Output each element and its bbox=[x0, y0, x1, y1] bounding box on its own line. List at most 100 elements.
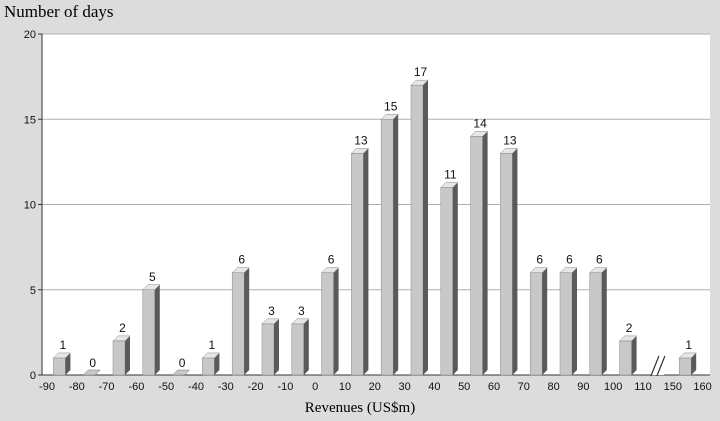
x-tick-label: -60 bbox=[128, 381, 144, 393]
bar bbox=[112, 340, 126, 376]
x-tick-label: -40 bbox=[188, 381, 204, 393]
data-label: 3 bbox=[268, 304, 275, 318]
x-tick-label: -70 bbox=[99, 381, 115, 393]
bar-top bbox=[678, 352, 697, 359]
bar-side bbox=[601, 267, 607, 375]
bar-side bbox=[691, 352, 697, 375]
x-tick-label: 30 bbox=[398, 381, 410, 393]
bar bbox=[559, 272, 573, 376]
bar bbox=[678, 357, 692, 376]
bar-top bbox=[380, 114, 399, 120]
data-label: 6 bbox=[238, 253, 245, 267]
bar bbox=[82, 369, 101, 376]
bar bbox=[500, 153, 513, 376]
x-tick-label: 0 bbox=[312, 381, 318, 393]
data-label: 1 bbox=[60, 338, 67, 352]
x-tick-label: 20 bbox=[369, 381, 381, 393]
bar-side bbox=[393, 114, 399, 375]
bar-top bbox=[231, 267, 250, 273]
axis-break-mark bbox=[656, 355, 666, 377]
axis-break-gap bbox=[651, 355, 664, 375]
bar-top bbox=[559, 267, 578, 273]
bar-top bbox=[440, 182, 459, 188]
bar-side bbox=[214, 352, 220, 375]
x-tick-label: -30 bbox=[218, 381, 234, 393]
bar bbox=[261, 323, 275, 376]
bar-top bbox=[589, 267, 608, 273]
bar-side bbox=[125, 335, 130, 375]
x-tick-label: 40 bbox=[428, 381, 440, 393]
bar-side bbox=[423, 80, 428, 376]
x-tick-label: -90 bbox=[39, 381, 55, 393]
bar bbox=[142, 289, 156, 376]
data-label: 6 bbox=[536, 253, 543, 267]
data-label: 1 bbox=[209, 338, 216, 352]
bar-top bbox=[499, 148, 519, 154]
data-label: 3 bbox=[298, 304, 305, 318]
x-tick-label: -10 bbox=[277, 381, 293, 393]
y-tick-label: 20 bbox=[24, 29, 36, 41]
bar-top bbox=[320, 267, 340, 273]
bar-side bbox=[572, 267, 577, 375]
bar bbox=[529, 272, 543, 376]
bar-side bbox=[452, 182, 458, 375]
bar-top bbox=[350, 148, 370, 154]
bar bbox=[351, 153, 364, 376]
x-tick-label: 10 bbox=[339, 381, 351, 393]
bar bbox=[470, 136, 483, 376]
x-tick-label: 100 bbox=[604, 381, 622, 393]
bar-top bbox=[291, 318, 310, 325]
bar bbox=[202, 357, 215, 376]
data-label: 0 bbox=[89, 356, 96, 370]
x-axis-title: Revenues (US$m) bbox=[304, 400, 416, 416]
bar bbox=[619, 340, 632, 376]
data-label: 2 bbox=[626, 321, 633, 335]
data-label: 13 bbox=[503, 133, 517, 147]
x-tick-label: 160 bbox=[693, 381, 711, 393]
bar-side bbox=[542, 267, 548, 375]
bar-top bbox=[112, 335, 131, 342]
data-label: 6 bbox=[596, 253, 603, 267]
y-tick-label: 10 bbox=[24, 200, 36, 212]
bar bbox=[321, 272, 334, 376]
axis-break-mark bbox=[650, 355, 660, 377]
bar bbox=[589, 272, 603, 376]
x-tick-label: 60 bbox=[488, 381, 500, 393]
x-tick-label: 110 bbox=[634, 381, 652, 393]
bar-top bbox=[618, 335, 638, 342]
bar-side bbox=[154, 284, 160, 375]
bar bbox=[53, 357, 66, 376]
x-tick-label: 80 bbox=[547, 381, 559, 393]
x-tick-label: 150 bbox=[664, 381, 682, 393]
bar-top bbox=[142, 284, 161, 290]
x-tick-label: -80 bbox=[69, 381, 85, 393]
y-axis-title: Number of days bbox=[4, 2, 114, 21]
bar-top bbox=[261, 318, 280, 325]
y-tick-label: 0 bbox=[30, 370, 36, 382]
x-tick-label: 90 bbox=[577, 381, 589, 393]
x-tick-label: 50 bbox=[458, 381, 470, 393]
bar-side bbox=[482, 131, 488, 375]
x-tick-label: -20 bbox=[248, 381, 264, 393]
y-tick-label: 5 bbox=[30, 285, 36, 297]
bar-side bbox=[333, 267, 339, 375]
bar bbox=[410, 84, 424, 376]
bar-side bbox=[512, 148, 518, 375]
data-label: 6 bbox=[566, 253, 573, 267]
x-tick-label: 70 bbox=[518, 381, 530, 393]
bar-top bbox=[469, 131, 489, 137]
data-label: 14 bbox=[473, 116, 487, 130]
data-label: 2 bbox=[119, 321, 126, 335]
bar-side bbox=[363, 148, 369, 375]
bar-top bbox=[201, 352, 221, 359]
y-tick-label: 15 bbox=[24, 114, 36, 126]
bar-side bbox=[303, 318, 309, 375]
data-label: 15 bbox=[384, 99, 398, 113]
data-label: 1 bbox=[685, 338, 692, 352]
bar-side bbox=[244, 267, 250, 375]
bar bbox=[380, 119, 394, 376]
bar-top bbox=[410, 79, 429, 86]
x-tick-label: -50 bbox=[158, 381, 174, 393]
bar bbox=[231, 272, 245, 376]
